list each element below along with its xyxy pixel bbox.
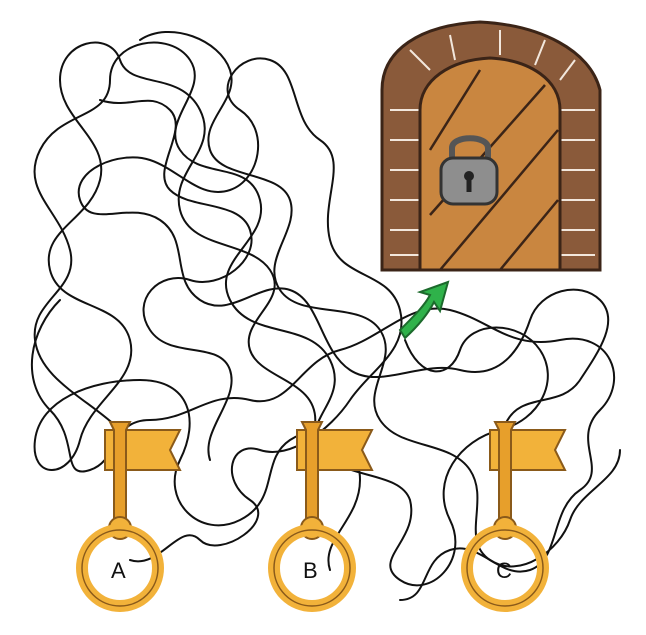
key-b[interactable]: B xyxy=(268,421,374,612)
brick-pattern xyxy=(390,30,595,256)
maze-path-extra-3 xyxy=(99,99,253,461)
locked-door[interactable] xyxy=(380,20,602,272)
key-c[interactable]: C xyxy=(461,421,567,612)
maze-path-extra-2 xyxy=(139,31,621,568)
key-shaft xyxy=(493,421,517,521)
padlock-icon xyxy=(439,135,499,206)
key-a[interactable]: A xyxy=(76,421,182,612)
key-b-label: B xyxy=(303,558,318,583)
key-a-label: A xyxy=(111,558,126,583)
key-shaft xyxy=(108,421,132,521)
arrow-icon xyxy=(398,280,450,340)
key-shaft xyxy=(300,421,324,521)
maze-path-extra-1 xyxy=(30,299,616,601)
maze-path-b[interactable] xyxy=(33,41,361,571)
key-c-label: C xyxy=(496,558,512,583)
